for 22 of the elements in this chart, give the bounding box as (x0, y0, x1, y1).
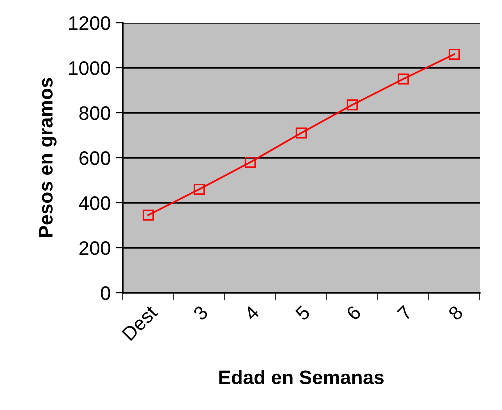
y-tick-label: 400 (79, 196, 110, 210)
y-tick-label: 200 (80, 241, 110, 256)
y-tick-label: 800 (80, 106, 110, 120)
point (244, 156, 256, 168)
x-tick-label: 3 (192, 305, 209, 322)
point (448, 48, 460, 60)
y-tick-label: 600 (80, 151, 110, 166)
x-tick-label: 4 (244, 305, 260, 322)
x-axis-title: Edad en Semanas (220, 370, 384, 384)
y-tick-label: 0 (101, 286, 110, 300)
y-tick-label: 1200 (69, 16, 110, 30)
point (398, 74, 410, 85)
x-tick-label: 6 (346, 305, 362, 322)
point (194, 184, 206, 196)
point (346, 100, 358, 111)
x-tick-label: 7 (397, 305, 413, 322)
point (142, 210, 154, 221)
y-axis-title: Pesos en gramos (39, 78, 57, 238)
y-tick-label: 1000 (69, 61, 110, 76)
x-tick-label: 8 (448, 305, 464, 322)
x-tick-label: 5 (294, 305, 312, 322)
point (296, 128, 308, 139)
